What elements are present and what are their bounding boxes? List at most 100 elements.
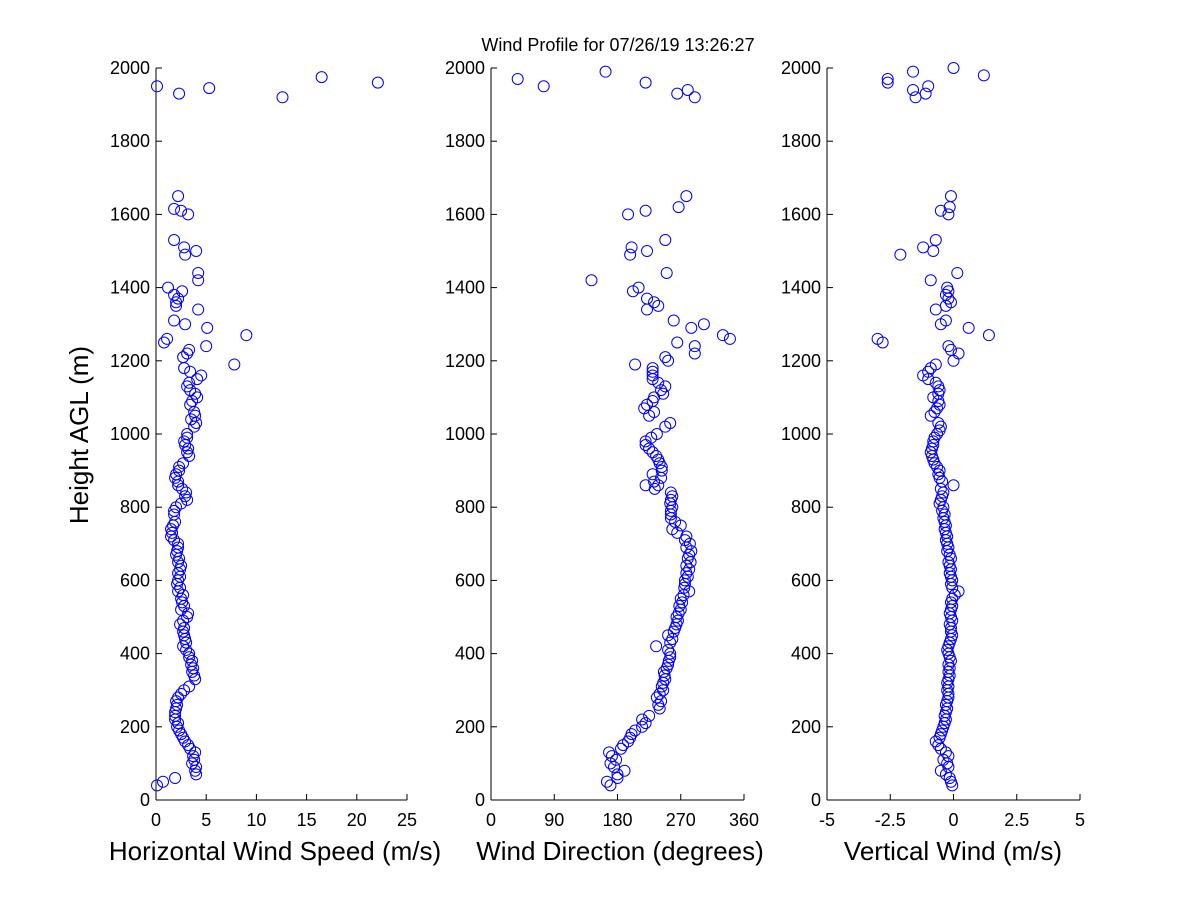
data-point [624,248,637,261]
y-tick-label: 400 [120,644,150,664]
y-tick-label: 600 [120,570,150,590]
data-point [315,71,328,84]
data-point [179,248,192,261]
y-tick-label: 1800 [110,131,150,151]
data-point [183,651,196,664]
data-point [655,460,668,473]
data-point [664,486,677,499]
data-point [625,241,638,254]
data-point [929,358,942,371]
y-tick-label: 400 [791,644,821,664]
data-point [650,428,663,440]
data-point [648,475,661,488]
data-point [172,541,185,554]
data-point [947,479,960,492]
data-point [629,358,642,371]
data-point [585,274,598,287]
data-point [639,76,652,89]
data-point [615,742,628,755]
data-point [172,190,185,203]
data-point [169,772,182,785]
direction-panel: 0 90 180 270 360 0 200 400 600 800 1000 1200 1400 160… [445,58,764,866]
data-point [948,589,961,602]
data-point [977,69,990,82]
data-point [646,369,659,382]
data-point [646,446,659,459]
data-point [952,585,965,598]
data-point [662,643,675,656]
data-point [192,303,205,316]
data-point [917,241,930,254]
data-point [881,76,894,89]
data-point [936,475,949,488]
data-point [168,508,181,521]
data-point [939,314,952,327]
data-point [178,435,191,448]
data-point [723,332,736,345]
data-point [195,369,208,382]
y-tick-label: 1000 [110,424,150,444]
data-point [643,709,656,722]
data-point [907,65,920,78]
data-point [622,208,635,221]
y-tick-label: 1600 [110,204,150,224]
data-point [659,234,672,247]
data-point [982,329,995,342]
y-tick-label: 800 [791,497,821,517]
data-point [371,76,384,89]
data-point [173,87,186,100]
data-point [657,665,670,678]
data-point [172,537,185,550]
data-point [658,669,671,682]
y-tick-label: 1200 [445,351,485,371]
data-point [697,318,710,331]
data-point [610,753,623,766]
data-point [674,592,687,605]
x-axis-label: Vertical Wind (m/s) [844,836,1062,866]
data-point [178,241,191,254]
data-point [678,581,691,594]
x-tick-label: 0 [948,810,958,830]
data-point [944,343,957,356]
data-point [629,724,642,737]
data-point [944,190,957,203]
data-point [158,336,171,349]
data-point [938,508,951,521]
x-tick-label: -2.5 [875,810,906,830]
data-point [672,607,685,620]
data-point [678,574,691,587]
data-point [183,680,196,693]
data-point [192,274,205,287]
data-point [173,464,186,477]
y-tick-label: 0 [140,790,150,810]
data-point [942,750,955,763]
data-point [192,266,205,279]
y-tick-label: 200 [791,717,821,737]
data-point [680,190,693,203]
data-point [685,321,698,334]
data-point [650,449,663,462]
data-point [170,468,183,481]
data-point [671,336,684,349]
y-tick-label: 1600 [445,204,485,224]
data-point [942,340,955,353]
data-point [175,497,188,510]
data-point [934,420,947,433]
data-point [611,772,624,785]
y-tick-label: 200 [120,717,150,737]
data-point [671,87,684,100]
data-point [657,387,670,400]
data-point [932,739,945,752]
data-point [240,329,253,342]
data-point [181,431,194,444]
data-point [168,534,181,547]
data-point [655,384,668,397]
x-tick-label: -5 [819,810,835,830]
data-point [646,362,659,375]
x-tick-label: 5 [1075,810,1085,830]
data-point [168,288,181,301]
data-point [168,314,181,327]
speed-panel: 0 5 10 15 20 25 0 200 400 600 800 1000 1200 1400 1600 1… [109,58,441,866]
data-point [881,72,894,85]
